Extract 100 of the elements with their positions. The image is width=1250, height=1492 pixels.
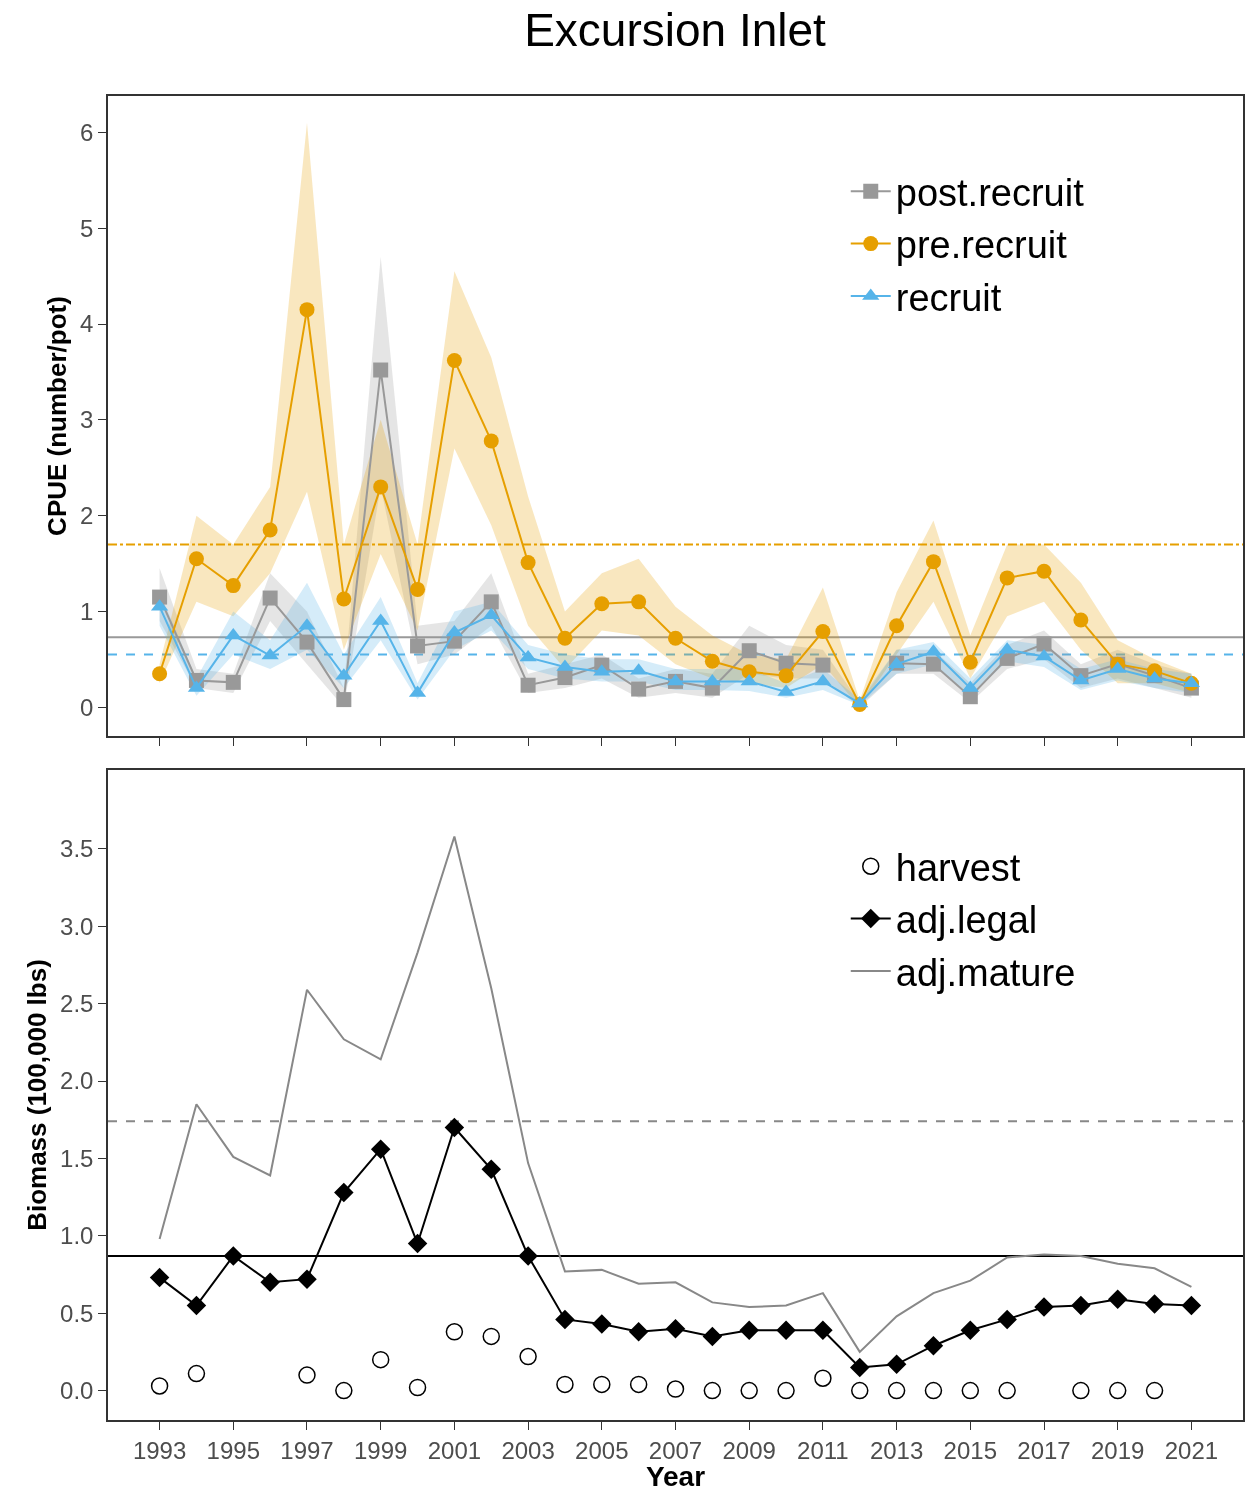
point	[557, 670, 573, 686]
point	[555, 1309, 575, 1330]
point	[850, 1357, 870, 1378]
point	[1072, 672, 1090, 685]
legend-label: recruit	[895, 276, 1002, 319]
y-tick-label: 0.0	[60, 1377, 94, 1404]
point	[703, 1381, 722, 1400]
point	[224, 627, 242, 640]
point	[997, 1309, 1017, 1330]
point	[334, 1182, 354, 1203]
y-tick-label: 6	[80, 118, 94, 146]
point	[1034, 1297, 1054, 1317]
y-axis-title: Biomass (100,000 lbs)	[21, 959, 52, 1231]
point	[1107, 1289, 1128, 1310]
legend-label: pre.recruit	[895, 224, 1068, 267]
point	[629, 1375, 648, 1394]
y-tick-label: 3	[80, 406, 94, 434]
point	[371, 1350, 390, 1369]
y-tick-label: 0.5	[60, 1299, 94, 1327]
point	[408, 1378, 427, 1397]
point	[998, 1381, 1016, 1400]
point	[778, 668, 794, 684]
point	[1073, 612, 1089, 628]
point	[777, 1381, 795, 1400]
x-tick-label: 2003	[501, 1436, 555, 1464]
x-tick-label: 2015	[943, 1436, 998, 1464]
x-tick-label: 1999	[353, 1436, 408, 1464]
point	[299, 302, 315, 318]
y-tick-label: 1	[80, 597, 94, 625]
point	[1144, 1294, 1165, 1314]
x-tick-label: 1993	[132, 1436, 187, 1464]
point	[776, 1320, 796, 1340]
point	[407, 1233, 428, 1254]
point	[299, 634, 315, 650]
x-tick-label: 2007	[648, 1436, 703, 1464]
x-tick-label: 2017	[1017, 1436, 1071, 1464]
point	[482, 607, 500, 620]
point	[814, 1369, 832, 1387]
y-tick-label: 3.0	[60, 912, 94, 940]
point	[483, 594, 499, 610]
y-tick-label: 4	[80, 310, 94, 338]
x-tick-label: 1995	[206, 1436, 260, 1464]
point	[297, 1269, 317, 1289]
point	[186, 1295, 207, 1316]
point	[187, 1364, 206, 1383]
point	[518, 1246, 538, 1266]
x-tick-label: 2019	[1091, 1436, 1145, 1464]
point	[1145, 1381, 1164, 1400]
point	[373, 479, 389, 495]
point	[628, 1322, 649, 1342]
point	[886, 1354, 907, 1375]
point	[702, 1326, 723, 1347]
point	[924, 1381, 943, 1400]
point	[813, 1320, 833, 1340]
point	[446, 352, 462, 368]
point	[520, 555, 536, 571]
point	[1035, 648, 1053, 661]
point	[483, 433, 499, 449]
point	[519, 649, 537, 662]
point	[923, 1335, 944, 1356]
point	[704, 653, 720, 669]
point	[631, 594, 647, 610]
point	[262, 522, 278, 538]
point	[925, 656, 941, 672]
point	[1108, 1381, 1127, 1400]
point	[1072, 1381, 1090, 1400]
point	[335, 1381, 353, 1400]
point	[225, 578, 241, 594]
y-tick-label: 3.5	[60, 835, 94, 863]
point	[593, 1375, 611, 1394]
point	[889, 618, 905, 634]
point	[336, 591, 352, 607]
point	[999, 570, 1015, 586]
point	[444, 1117, 465, 1138]
point	[815, 657, 831, 673]
legend-label: adj.mature	[895, 951, 1076, 994]
point	[260, 1272, 280, 1293]
x-tick-label: 2021	[1164, 1436, 1219, 1464]
x-axis-title: Year	[645, 1461, 706, 1492]
point	[960, 1320, 981, 1340]
point	[150, 1377, 169, 1395]
point	[149, 1267, 170, 1288]
point	[482, 1327, 500, 1346]
point	[592, 1314, 612, 1334]
x-tick-label: 2005	[575, 1436, 629, 1464]
legend-label: harvest	[895, 847, 1021, 890]
x-tick-label: 2013	[869, 1436, 924, 1464]
chart-title: Excursion Inlet	[524, 4, 827, 56]
x-tick-label: 2009	[722, 1436, 776, 1464]
point	[851, 1381, 869, 1400]
point	[410, 638, 426, 654]
point	[445, 1323, 464, 1341]
legend-label: adj.legal	[895, 899, 1038, 942]
point	[1181, 1295, 1202, 1316]
point	[887, 1381, 906, 1400]
point	[665, 1318, 686, 1339]
point	[961, 1381, 980, 1400]
point	[262, 590, 278, 606]
point	[188, 551, 204, 567]
x-tick-label: 1997	[280, 1436, 334, 1464]
